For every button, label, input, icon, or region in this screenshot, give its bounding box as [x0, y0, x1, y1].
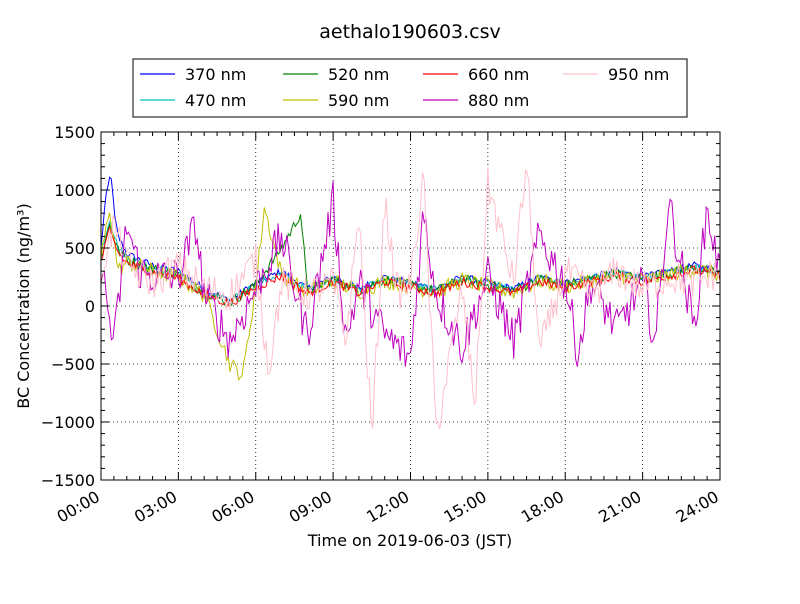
x-tick-label: 09:00 — [286, 487, 335, 527]
y-tick-label: 0 — [85, 297, 95, 316]
legend-label: 660 nm — [468, 65, 529, 84]
legend-label: 590 nm — [328, 91, 389, 110]
x-tick-label: 00:00 — [54, 487, 103, 527]
y-tick-label: −500 — [51, 355, 95, 374]
legend-label: 470 nm — [185, 91, 246, 110]
legend-label: 520 nm — [328, 65, 389, 84]
x-tick-label: 15:00 — [440, 487, 489, 527]
y-tick-label: 1500 — [54, 123, 95, 142]
chart-title: aethalo190603.csv — [319, 21, 501, 43]
x-tick-label: 24:00 — [673, 487, 722, 527]
y-tick-label: −1500 — [41, 471, 95, 490]
y-tick-label: 1000 — [54, 181, 95, 200]
x-tick-label: 06:00 — [208, 487, 257, 527]
x-tick-label: 03:00 — [131, 487, 180, 527]
x-axis-label: Time on 2019-06-03 (JST) — [307, 531, 512, 550]
x-tick-label: 21:00 — [595, 487, 644, 527]
x-tick-label: 12:00 — [363, 487, 412, 527]
legend-box — [132, 58, 688, 118]
y-tick-label: −1000 — [41, 413, 95, 432]
y-tick-label: 500 — [64, 239, 95, 258]
legend: 370 nm 470 nm 520 nm 590 nm 660 nm 880 nm 950 … — [132, 58, 688, 118]
series-lines — [101, 166, 720, 430]
plot-area: −1500 −1000 −500 0 500 1000 1500 00:00 03:00 06:0… — [41, 123, 722, 527]
series-line — [101, 166, 720, 430]
series-line — [101, 226, 720, 307]
legend-label: 370 nm — [185, 65, 246, 84]
series-line — [101, 207, 720, 381]
legend-label: 950 nm — [608, 65, 669, 84]
y-axis-label: BC Concentration (ng/m³) — [14, 203, 33, 408]
x-tick-label: 18:00 — [518, 487, 567, 527]
y-axis-label-text: BC Concentration (ng/m³) — [14, 203, 33, 408]
legend-label: 880 nm — [468, 91, 529, 110]
